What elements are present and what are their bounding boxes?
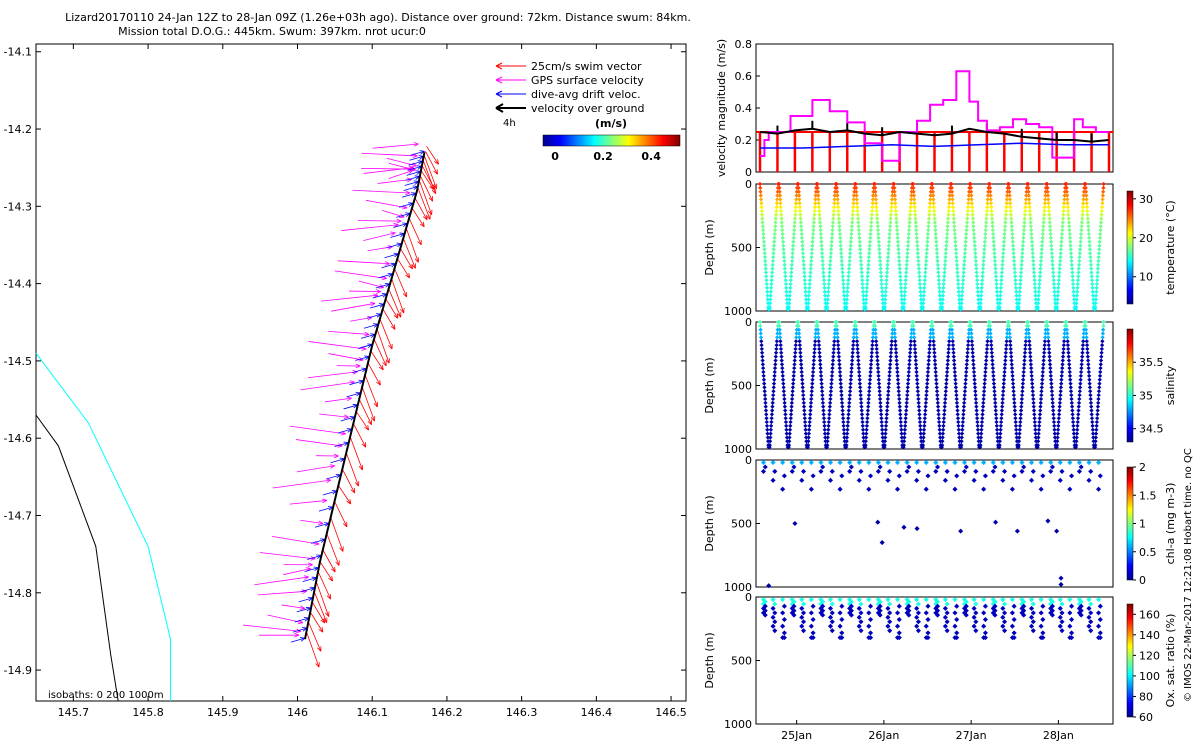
colorbar-tick-label: 100 <box>1139 670 1160 683</box>
colorbar-tick-label: 1.5 <box>1139 489 1157 502</box>
map-x-tick-label: 145.7 <box>58 706 90 719</box>
map-x-tick-label: 145.8 <box>132 706 164 719</box>
map-colorbar-tick-1: 0.2 <box>593 150 613 163</box>
colorbar-label: temperature (°C) <box>1164 200 1177 294</box>
profile-panel-oxy: 0 500 1000 Depth (m) 60 80 100 120 140 160 Ox. sat… <box>703 591 1177 742</box>
profile-colorbar <box>1127 604 1133 717</box>
map-x-tick-label: 146.2 <box>431 706 463 719</box>
colorbar-tick-label: 35.5 <box>1139 356 1164 369</box>
colorbar-tick-label: 30 <box>1139 193 1153 206</box>
profile-y-label: Depth (m) <box>703 632 716 688</box>
title-line-1: Lizard20170110 24-Jan 12Z to 28-Jan 09Z … <box>65 11 691 24</box>
profile-y-label: Depth (m) <box>703 495 716 551</box>
colorbar-tick-label: 10 <box>1139 271 1153 284</box>
colorbar-tick-label: 80 <box>1139 690 1153 703</box>
velocity-y-label: velocity magnitude (m/s) <box>715 39 728 177</box>
colorbar-tick-label: 0.5 <box>1139 546 1157 559</box>
map-x-tick-label: 146 <box>287 706 308 719</box>
profile-y-tick-label: 500 <box>731 518 752 531</box>
legend-interval-note: 4h <box>503 118 516 129</box>
map-colorbar-tick-0: 0 <box>551 150 559 163</box>
map-colorbar-tick-2: 0.4 <box>641 150 661 163</box>
colorbar-label: chl-a (mg m-3) <box>1164 483 1177 565</box>
map-x-tick-label: 146.1 <box>356 706 388 719</box>
legend-drift-label: dive-avg drift veloc. <box>531 88 641 101</box>
colorbar-label: Ox. sat. ratio (%) <box>1164 614 1177 708</box>
map-y-tick-label: -14.1 <box>4 46 32 59</box>
colorbar-label: salinity <box>1164 365 1177 405</box>
gps-vector-shaft <box>349 291 381 292</box>
profile-y-tick-label: 0 <box>745 178 752 191</box>
time-tick-label: 28Jan <box>1043 729 1074 742</box>
map-y-tick-label: -14.2 <box>4 123 32 136</box>
map-y-tick-label: -14.6 <box>4 432 32 445</box>
profile-colorbar <box>1127 191 1133 304</box>
map-colorbar <box>543 135 680 146</box>
legend-ground-label: velocity over ground <box>531 102 644 115</box>
map-y-tick-label: -14.7 <box>4 509 32 522</box>
copyright-note: © IMOS 22-Mar-2017 12:21:08 Hobart time.… <box>1183 448 1194 702</box>
map-y-tick-label: -14.5 <box>4 355 32 368</box>
map-x-tick-label: 146.3 <box>506 706 538 719</box>
colorbar-tick-label: 0 <box>1139 574 1146 587</box>
legend-swim-label: 25cm/s swim vector <box>531 60 642 73</box>
colorbar-tick-label: 120 <box>1139 649 1160 662</box>
profile-y-tick-label: 500 <box>731 242 752 255</box>
colorbar-tick-label: 60 <box>1139 711 1153 724</box>
isobath-label: isobaths: 0 200 1000m <box>48 690 164 701</box>
profile-y-tick-label: 0 <box>745 316 752 329</box>
colorbar-tick-label: 140 <box>1139 629 1160 642</box>
velocity-panel: 00.20.40.60.8 velocity magnitude (m/s) <box>715 38 1113 179</box>
profile-y-label: Depth (m) <box>703 357 716 413</box>
colorbar-tick-label: 34.5 <box>1139 423 1164 436</box>
colorbar-tick-label: 2 <box>1139 461 1146 474</box>
map-y-tick-label: -14.9 <box>4 664 32 677</box>
velocity-y-tick-label: 0.8 <box>735 38 753 51</box>
time-tick-label: 25Jan <box>781 729 812 742</box>
profile-y-tick-label: 500 <box>731 380 752 393</box>
legend-gps-label: GPS surface velocity <box>531 74 644 87</box>
colorbar-tick-label: 20 <box>1139 232 1153 245</box>
profile-y-tick-label: 500 <box>731 655 752 668</box>
profile-y-tick-label: 0 <box>745 454 752 467</box>
map-x-tick-label: 146.4 <box>581 706 613 719</box>
profile-y-tick-label: 1000 <box>724 718 752 731</box>
time-tick-label: 27Jan <box>956 729 987 742</box>
profile-colorbar <box>1127 329 1133 442</box>
profile-y-label: Depth (m) <box>703 219 716 275</box>
map-y-tick-label: -14.4 <box>4 278 32 291</box>
colorbar-tick-label: 1 <box>1139 518 1146 531</box>
map-panel: -14.1 -14.2 -14.3 -14.4 -14.5 -14.6 -14.7 -14.8… <box>4 44 687 719</box>
velocity-y-tick-label: 0.6 <box>735 70 753 83</box>
time-tick-label: 26Jan <box>868 729 899 742</box>
map-colorbar-title: (m/s) <box>595 117 627 130</box>
map-x-tick-label: 146.5 <box>655 706 687 719</box>
velocity-y-tick-label: 0.2 <box>735 134 753 147</box>
colorbar-tick-label: 35 <box>1139 389 1153 402</box>
map-x-tick-label: 145.9 <box>207 706 239 719</box>
colorbar-tick-label: 160 <box>1139 608 1160 621</box>
profile-y-tick-label: 0 <box>745 591 752 604</box>
map-y-tick-label: -14.8 <box>4 587 32 600</box>
title-line-2: Mission total D.O.G.: 445km. Swum: 397km… <box>118 25 426 38</box>
profile-colorbar <box>1127 467 1133 580</box>
velocity-y-tick-label: 0.4 <box>735 102 753 115</box>
map-y-tick-label: -14.3 <box>4 200 32 213</box>
